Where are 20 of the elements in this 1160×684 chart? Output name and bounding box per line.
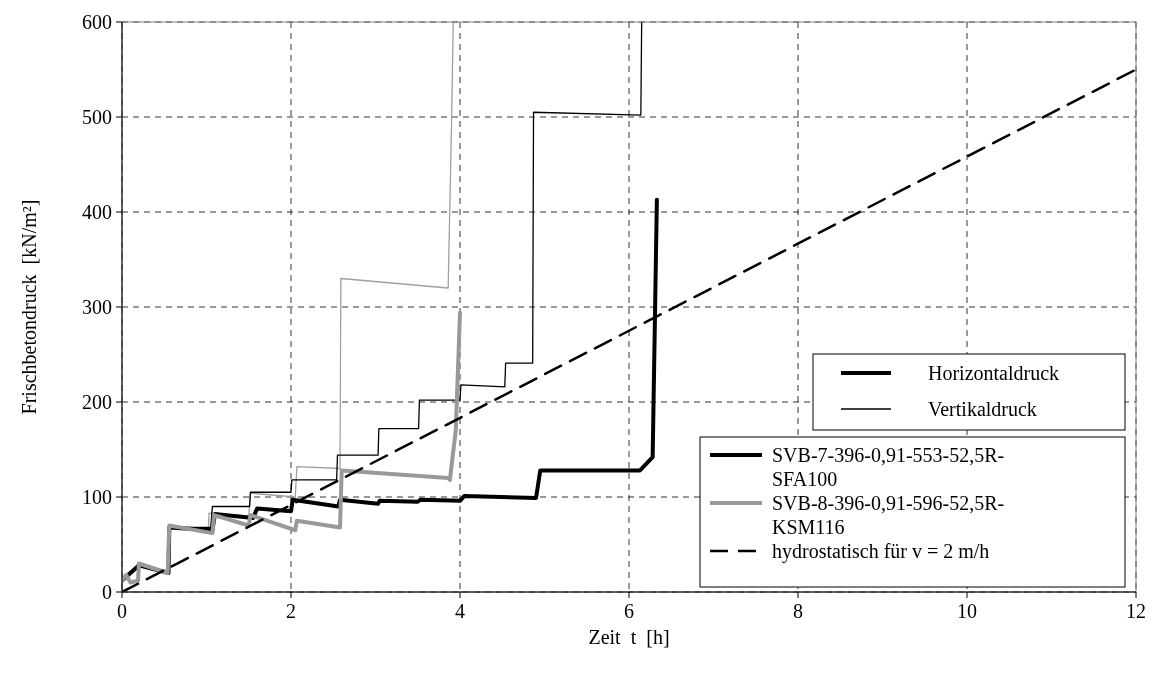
y-tick-label: 400 — [82, 201, 112, 223]
y-tick-label: 600 — [82, 11, 112, 33]
x-tick-label: 10 — [957, 600, 977, 622]
legend-label: SVB-7-396-0,91-553-52,5R-SFA100 — [772, 444, 1005, 490]
y-tick-label: 300 — [82, 296, 112, 318]
x-tick-label: 6 — [624, 600, 634, 622]
y-tick-label: 200 — [82, 391, 112, 413]
x-tick-label: 8 — [793, 600, 803, 622]
annotation: Vertikaldruck — [928, 398, 1037, 420]
y-axis-title: Frischbetondruck [kN/m²] — [18, 199, 40, 415]
x-tick-label: 0 — [117, 600, 127, 622]
x-tick-label: 4 — [455, 600, 465, 622]
legend-label: hydrostatisch für v = 2 m/h — [772, 540, 990, 563]
y-tick-label: 100 — [82, 486, 112, 508]
y-tick-label: 500 — [82, 106, 112, 128]
x-axis-title: Zeit t [h] — [588, 626, 670, 648]
y-tick-label: 0 — [102, 581, 112, 603]
x-tick-label: 2 — [286, 600, 296, 622]
x-tick-label: 12 — [1126, 600, 1146, 622]
annotation: Horizontaldruck — [928, 362, 1060, 384]
